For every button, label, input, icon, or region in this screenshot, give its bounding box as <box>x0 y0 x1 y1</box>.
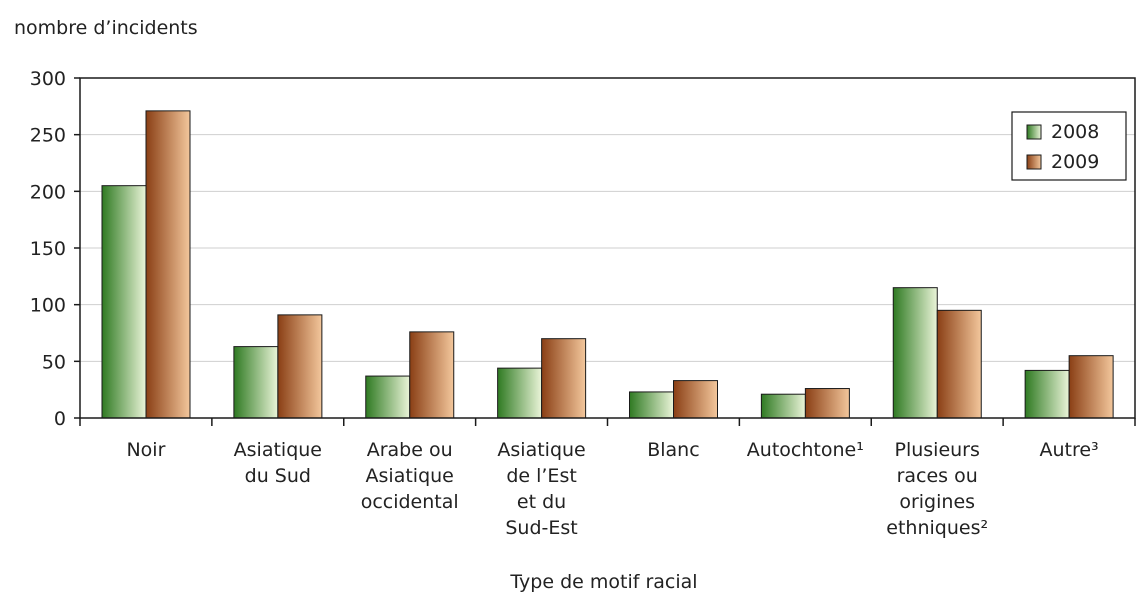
y-tick-label: 0 <box>54 408 66 430</box>
x-category-label: Asiatique de l’Est et du Sud-Est <box>497 439 585 539</box>
y-tick-labels: 0 50 100 150 200 250 300 <box>30 68 66 430</box>
bar-2009-cat-5 <box>804 388 850 419</box>
bar-2009-cat-1 <box>277 314 323 419</box>
legend-label-2008: 2008 <box>1051 121 1099 143</box>
category-labels: Noir Asiatique du Sud Arabe ou Asiatique occi… <box>126 439 1098 539</box>
x-category-label: Asiatique du Sud <box>234 439 322 487</box>
bar-2009-cat-7 <box>1068 355 1114 419</box>
y-tick-label: 100 <box>30 295 66 317</box>
bar-2009-cat-4 <box>673 380 718 419</box>
bar-2008-cat-2 <box>365 375 411 419</box>
bar-2009-cat-2 <box>409 331 455 419</box>
x-category-label: Autochtone¹ <box>747 439 864 461</box>
bar-2008-cat-6 <box>892 287 938 419</box>
legend-label-2009: 2009 <box>1051 151 1099 173</box>
x-category-label: Blanc <box>647 439 699 461</box>
bar-2008-cat-1 <box>233 346 279 419</box>
axes <box>74 77 1136 426</box>
bars <box>101 110 1114 419</box>
bar-2009-cat-0 <box>145 110 191 419</box>
x-axis-title: Type de motif racial <box>509 571 697 593</box>
bar-2008-cat-5 <box>760 393 806 419</box>
bar-2008-cat-7 <box>1024 369 1070 419</box>
y-tick-label: 250 <box>30 125 66 147</box>
x-category-label: Plusieurs races ou origines ethniques² <box>886 439 988 539</box>
legend: 2008 2009 <box>1011 111 1127 181</box>
bar-2008-cat-3 <box>497 367 543 419</box>
bar-2009-cat-6 <box>936 309 982 419</box>
x-category-label: Autre³ <box>1039 439 1098 461</box>
legend-swatch-2009 <box>1026 154 1042 170</box>
bar-2008-cat-4 <box>629 391 674 419</box>
y-tick-label: 300 <box>30 68 66 90</box>
x-category-label: Noir <box>126 439 165 461</box>
y-tick-label: 150 <box>30 238 66 260</box>
y-tick-label: 50 <box>42 351 66 373</box>
y-tick-label: 200 <box>30 181 66 203</box>
bar-2008-cat-0 <box>101 185 147 419</box>
y-axis-title: nombre d’incidents <box>14 17 198 39</box>
legend-swatch-2008 <box>1026 124 1042 140</box>
x-category-label: Arabe ou Asiatique occidental <box>361 439 459 513</box>
bar-2009-cat-3 <box>541 338 587 419</box>
